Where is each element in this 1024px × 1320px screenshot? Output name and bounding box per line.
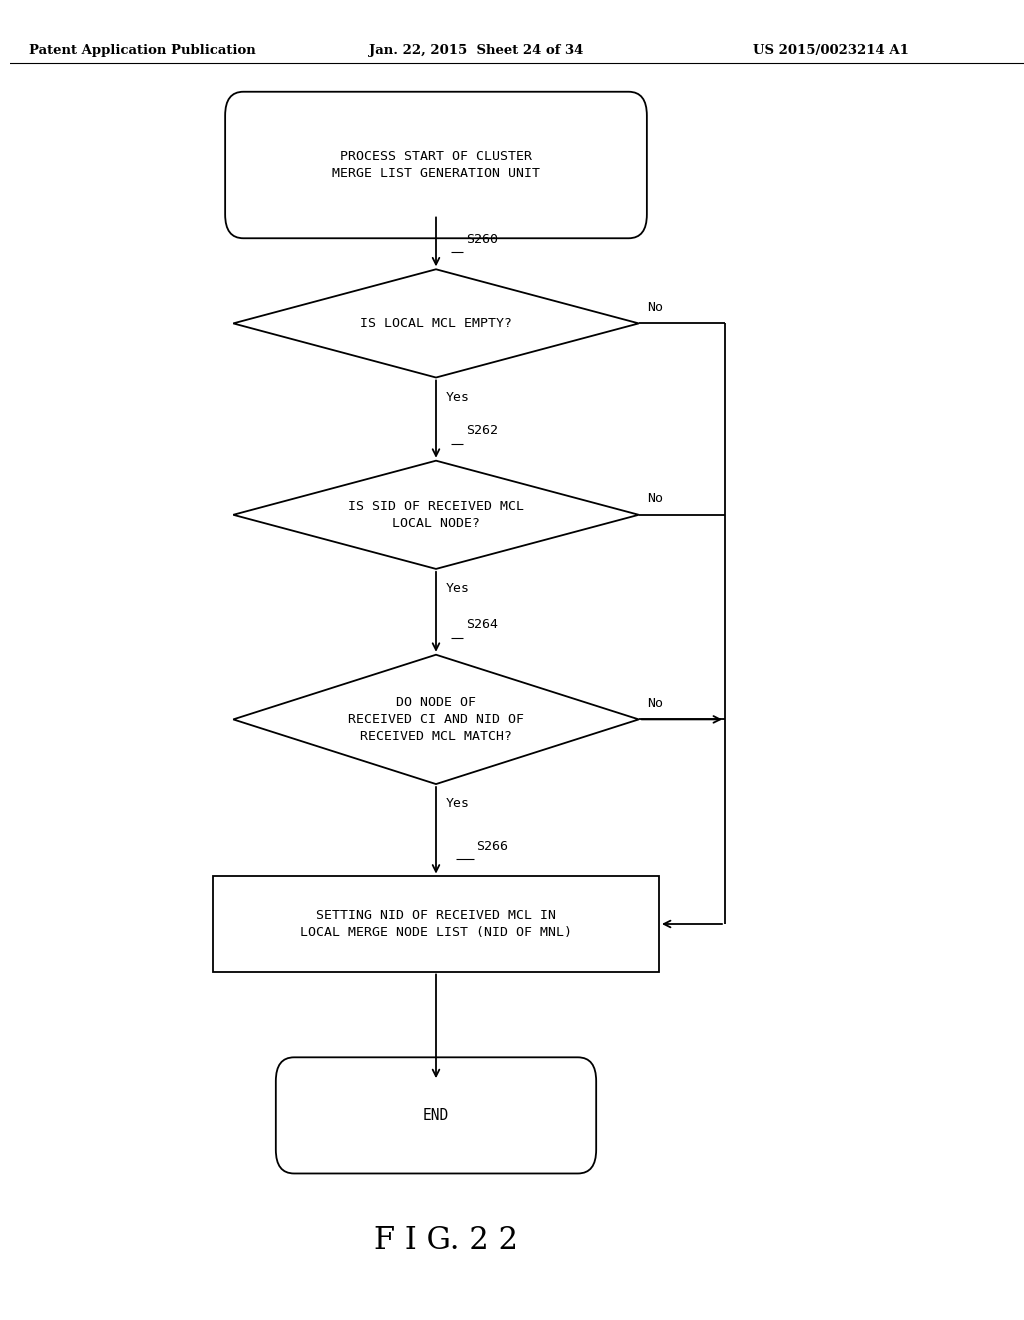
Text: PROCESS START OF CLUSTER
MERGE LIST GENERATION UNIT: PROCESS START OF CLUSTER MERGE LIST GENE… <box>332 150 540 180</box>
Text: US 2015/0023214 A1: US 2015/0023214 A1 <box>754 44 909 57</box>
Polygon shape <box>233 655 639 784</box>
Text: Patent Application Publication: Patent Application Publication <box>29 44 255 57</box>
Text: No: No <box>647 697 663 710</box>
Text: Yes: Yes <box>446 797 470 810</box>
Text: Jan. 22, 2015  Sheet 24 of 34: Jan. 22, 2015 Sheet 24 of 34 <box>370 44 584 57</box>
Text: S264: S264 <box>466 618 499 631</box>
Text: S262: S262 <box>466 424 499 437</box>
Text: IS LOCAL MCL EMPTY?: IS LOCAL MCL EMPTY? <box>360 317 512 330</box>
Text: DO NODE OF
RECEIVED CI AND NID OF
RECEIVED MCL MATCH?: DO NODE OF RECEIVED CI AND NID OF RECEIV… <box>348 696 524 743</box>
Text: No: No <box>647 492 663 506</box>
FancyBboxPatch shape <box>275 1057 596 1173</box>
Text: IS SID OF RECEIVED MCL
LOCAL NODE?: IS SID OF RECEIVED MCL LOCAL NODE? <box>348 500 524 529</box>
Text: SETTING NID OF RECEIVED MCL IN
LOCAL MERGE NODE LIST (NID OF MNL): SETTING NID OF RECEIVED MCL IN LOCAL MER… <box>300 909 572 939</box>
Text: Yes: Yes <box>446 582 470 595</box>
Bar <box>213 876 659 972</box>
Text: No: No <box>647 301 663 314</box>
Text: END: END <box>423 1107 450 1123</box>
Polygon shape <box>233 269 639 378</box>
FancyBboxPatch shape <box>225 92 647 238</box>
Text: F I G. 2 2: F I G. 2 2 <box>374 1225 518 1257</box>
Text: Yes: Yes <box>446 391 470 404</box>
Text: S266: S266 <box>476 840 509 853</box>
Text: S260: S260 <box>466 232 499 246</box>
Polygon shape <box>233 461 639 569</box>
